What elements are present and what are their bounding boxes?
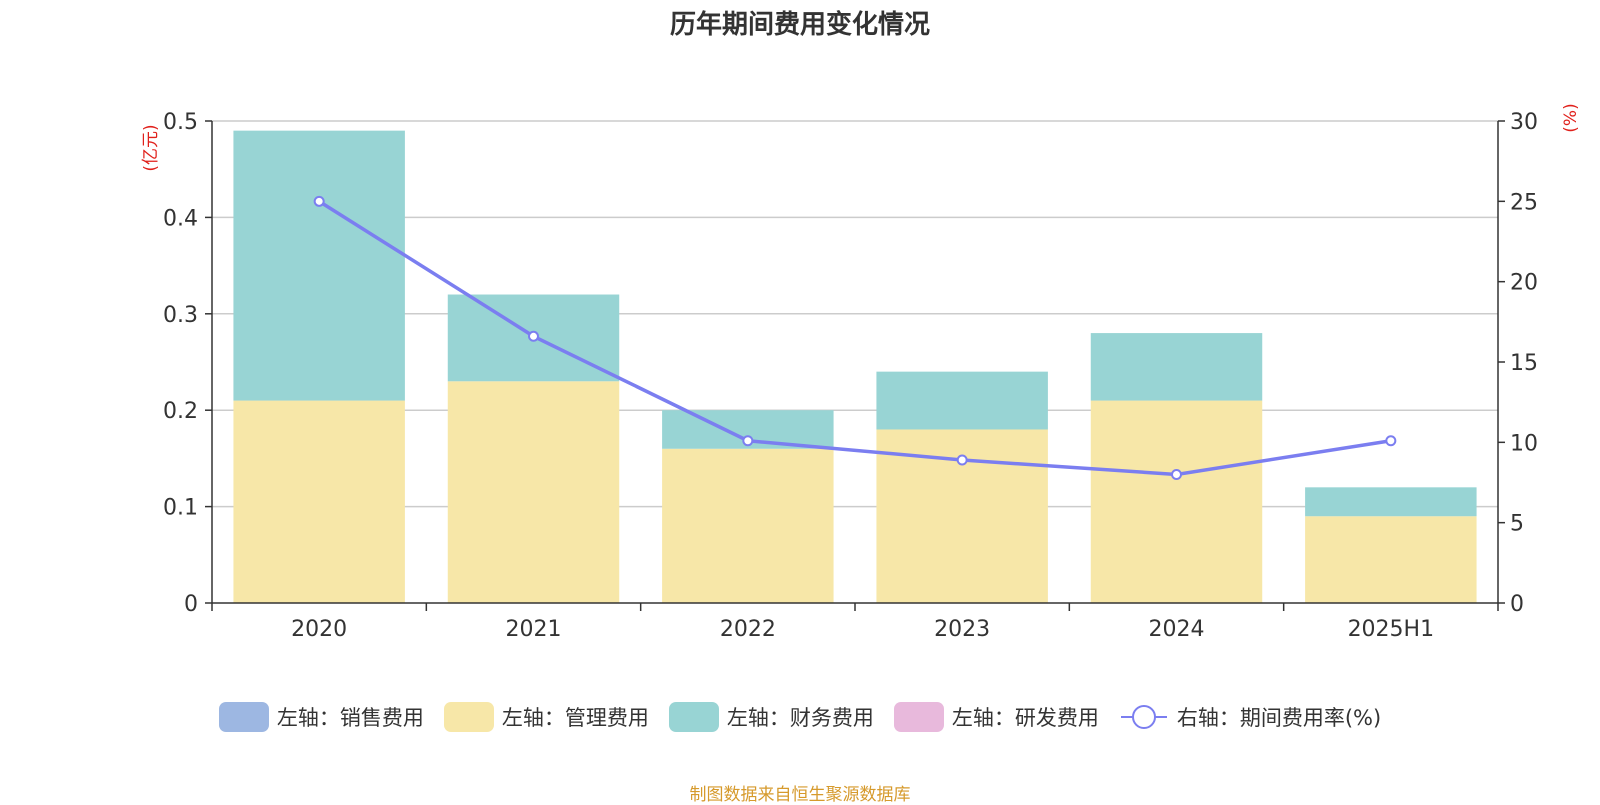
bar-segment[interactable] xyxy=(1090,333,1263,401)
chart-title: 历年期间费用变化情况 xyxy=(669,10,930,40)
right-tick-label: 5 xyxy=(1510,512,1524,537)
right-tick-label: 10 xyxy=(1510,431,1538,456)
bar-segment[interactable] xyxy=(876,371,1048,430)
left-tick-label: 0 xyxy=(184,592,198,617)
x-tick-label: 2023 xyxy=(934,617,990,642)
legend-swatch xyxy=(893,702,944,732)
right-tick-label: 0 xyxy=(1510,592,1524,617)
legend-item[interactable]: 左轴：管理费用 xyxy=(443,702,649,732)
left-tick-label: 0.5 xyxy=(163,110,198,135)
rate-point[interactable] xyxy=(313,195,325,207)
right-tick-label: 25 xyxy=(1510,190,1538,215)
legend-item[interactable]: 左轴：财务费用 xyxy=(668,702,874,732)
rate-point[interactable] xyxy=(528,330,539,342)
left-tick-label: 0.2 xyxy=(163,399,198,424)
rate-line xyxy=(318,199,1392,477)
bar-segment[interactable] xyxy=(233,130,405,401)
left-axis-unit: (亿元) xyxy=(141,124,161,171)
legend-swatch xyxy=(218,702,269,732)
legend-label: 左轴：管理费用 xyxy=(501,706,649,730)
x-tick-label: 2021 xyxy=(506,617,562,642)
x-tick-label: 2024 xyxy=(1149,617,1205,642)
left-tick-label: 0.3 xyxy=(163,303,198,328)
legend-label: 左轴：研发费用 xyxy=(951,706,1099,730)
x-tick-label: 2020 xyxy=(291,617,347,642)
right-tick-label: 30 xyxy=(1510,110,1538,135)
legend-label: 右轴：期间费用率(%) xyxy=(1176,706,1382,730)
rate-point[interactable] xyxy=(1385,435,1397,447)
bar-segment[interactable] xyxy=(1090,400,1263,603)
bar-segment[interactable] xyxy=(1305,487,1477,517)
legend-swatch xyxy=(443,702,494,732)
legend-label: 左轴：财务费用 xyxy=(726,706,874,730)
legend: 左轴：销售费用 左轴：管理费用 左轴：财务费用 左轴：研发费用 右轴：期间费用率(%) xyxy=(0,702,1600,732)
bar-segment[interactable] xyxy=(233,400,405,603)
legend-line-marker-icon xyxy=(1120,705,1167,729)
source-note: 制图数据来自恒生聚源数据库 xyxy=(689,785,911,805)
bar-segment[interactable] xyxy=(447,381,620,603)
rate-point[interactable] xyxy=(742,435,754,447)
left-tick-label: 0.4 xyxy=(163,206,198,231)
legend-label: 左轴：销售费用 xyxy=(276,706,424,730)
x-tick-label: 2025H1 xyxy=(1348,617,1435,642)
right-axis-unit: (%) xyxy=(1561,103,1581,132)
right-tick-label: 15 xyxy=(1510,351,1538,376)
bar-segment[interactable] xyxy=(662,448,834,603)
x-tick-label: 2022 xyxy=(720,617,776,642)
legend-swatch xyxy=(668,702,719,732)
right-tick-label: 20 xyxy=(1510,271,1538,296)
legend-item[interactable]: 右轴：期间费用率(%) xyxy=(1119,702,1381,732)
bar-segment[interactable] xyxy=(1305,516,1477,603)
rate-point[interactable] xyxy=(1171,468,1182,480)
legend-item[interactable]: 左轴：研发费用 xyxy=(893,702,1099,732)
legend-item[interactable]: 左轴：销售费用 xyxy=(218,702,424,732)
left-tick-label: 0.1 xyxy=(163,496,198,521)
rate-point[interactable] xyxy=(956,454,968,466)
